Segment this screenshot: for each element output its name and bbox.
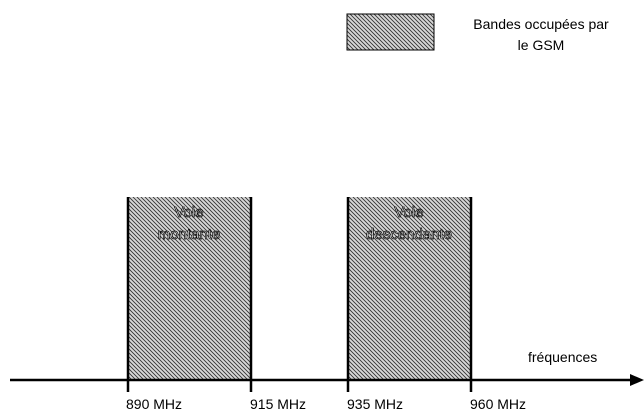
tick-label: 890 MHz xyxy=(126,396,182,412)
band-label: descendante xyxy=(366,226,452,243)
tick-label: 935 MHz xyxy=(347,396,403,412)
band-label: Voie xyxy=(394,204,423,221)
legend-label: le GSM xyxy=(518,37,565,53)
band xyxy=(128,197,251,380)
axis-arrow xyxy=(630,374,644,386)
band xyxy=(348,197,471,380)
legend-label: Bandes occupées par xyxy=(473,16,609,32)
band-label: montante xyxy=(158,226,221,243)
tick-label: 915 MHz xyxy=(250,396,306,412)
axis-label: fréquences xyxy=(528,349,597,365)
band-label: Voie xyxy=(174,204,203,221)
tick-label: 960 MHz xyxy=(470,396,526,412)
legend-swatch xyxy=(346,13,435,51)
